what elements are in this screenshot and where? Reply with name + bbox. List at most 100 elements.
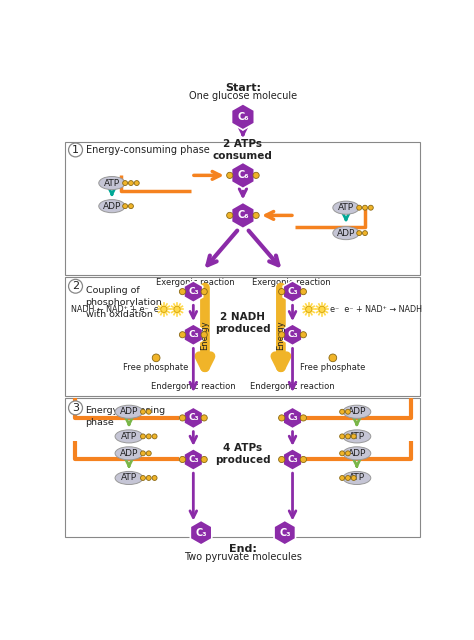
Text: ADP: ADP (120, 407, 138, 416)
Circle shape (279, 415, 285, 421)
Circle shape (357, 230, 362, 236)
Circle shape (300, 332, 307, 338)
Circle shape (179, 332, 186, 338)
Circle shape (300, 289, 307, 294)
Text: C₃: C₃ (287, 455, 298, 464)
Text: Start:: Start: (225, 83, 261, 93)
Text: ADP: ADP (347, 449, 366, 458)
Text: Exergonic reaction: Exergonic reaction (252, 278, 330, 287)
Circle shape (346, 451, 350, 456)
Polygon shape (283, 281, 302, 303)
Ellipse shape (115, 405, 143, 419)
Circle shape (146, 476, 151, 481)
Text: Two pyruvate molecules: Two pyruvate molecules (184, 552, 302, 561)
Text: ADP: ADP (337, 228, 355, 237)
Circle shape (363, 230, 367, 236)
Text: 4 ATPs
produced: 4 ATPs produced (215, 443, 271, 465)
Circle shape (140, 476, 146, 481)
Circle shape (69, 279, 82, 293)
Circle shape (146, 410, 151, 414)
Text: C₆: C₆ (237, 170, 249, 180)
Circle shape (340, 410, 345, 414)
Circle shape (69, 143, 82, 157)
Circle shape (152, 476, 157, 481)
Polygon shape (274, 520, 295, 545)
Text: Energy: Energy (276, 320, 285, 349)
Polygon shape (191, 520, 212, 545)
Circle shape (279, 289, 285, 294)
Circle shape (179, 456, 186, 463)
Text: C₃: C₃ (279, 527, 291, 538)
Polygon shape (184, 281, 203, 303)
Circle shape (279, 456, 285, 463)
Circle shape (140, 451, 146, 456)
Text: C₃: C₃ (188, 330, 199, 339)
Circle shape (69, 401, 82, 415)
Ellipse shape (99, 177, 125, 189)
Circle shape (146, 451, 151, 456)
Circle shape (152, 434, 157, 439)
Polygon shape (283, 324, 302, 346)
Text: ATP: ATP (349, 432, 365, 441)
Circle shape (329, 354, 337, 362)
Text: C₆: C₆ (237, 211, 249, 220)
Circle shape (179, 289, 186, 294)
Ellipse shape (115, 430, 143, 443)
Circle shape (174, 307, 180, 312)
Polygon shape (184, 407, 203, 429)
Polygon shape (231, 163, 255, 188)
Circle shape (368, 205, 374, 210)
Circle shape (253, 212, 259, 218)
Circle shape (201, 332, 207, 338)
Text: 2 NADH
produced: 2 NADH produced (215, 312, 271, 334)
FancyBboxPatch shape (65, 142, 420, 275)
Polygon shape (231, 104, 255, 130)
Text: Free phosphate: Free phosphate (123, 364, 189, 372)
Circle shape (128, 180, 133, 186)
Text: Energy: Energy (201, 320, 210, 349)
Circle shape (300, 415, 307, 421)
Text: ATP: ATP (121, 432, 137, 441)
Text: ATP: ATP (121, 474, 137, 483)
Ellipse shape (343, 430, 371, 443)
Text: Energy-releasing
phase: Energy-releasing phase (86, 406, 166, 427)
Circle shape (340, 476, 345, 481)
Text: C₃: C₃ (188, 455, 199, 464)
Text: 2: 2 (72, 281, 79, 291)
Text: C₆: C₆ (237, 112, 249, 122)
Circle shape (146, 434, 151, 439)
Ellipse shape (333, 201, 359, 214)
Circle shape (300, 456, 307, 463)
Circle shape (140, 434, 146, 439)
Text: Endergonic reaction: Endergonic reaction (151, 382, 236, 391)
Text: End:: End: (229, 544, 257, 554)
Ellipse shape (99, 200, 125, 212)
Polygon shape (184, 324, 203, 346)
Ellipse shape (115, 447, 143, 460)
Text: Coupling of
phosphorylation
with oxidation: Coupling of phosphorylation with oxidati… (86, 286, 163, 319)
Text: 3: 3 (72, 403, 79, 413)
Text: Free phosphate: Free phosphate (300, 364, 365, 372)
Text: 2 ATPs
consumed: 2 ATPs consumed (213, 139, 273, 161)
Circle shape (152, 354, 160, 362)
Polygon shape (283, 449, 302, 470)
Circle shape (134, 180, 139, 186)
Ellipse shape (343, 472, 371, 484)
Text: ATP: ATP (338, 203, 354, 212)
Circle shape (351, 476, 356, 481)
Text: ADP: ADP (347, 407, 366, 416)
Circle shape (201, 415, 207, 421)
Circle shape (306, 307, 312, 312)
Text: ATP: ATP (349, 474, 365, 483)
Text: Energy-consuming phase: Energy-consuming phase (86, 145, 210, 155)
Circle shape (351, 434, 356, 439)
Polygon shape (231, 202, 255, 228)
Ellipse shape (333, 227, 359, 239)
Ellipse shape (343, 405, 371, 419)
Circle shape (128, 204, 133, 209)
Circle shape (227, 172, 233, 179)
Circle shape (346, 476, 350, 481)
Text: C₃: C₃ (287, 413, 298, 422)
Circle shape (340, 434, 345, 439)
Polygon shape (283, 407, 302, 429)
